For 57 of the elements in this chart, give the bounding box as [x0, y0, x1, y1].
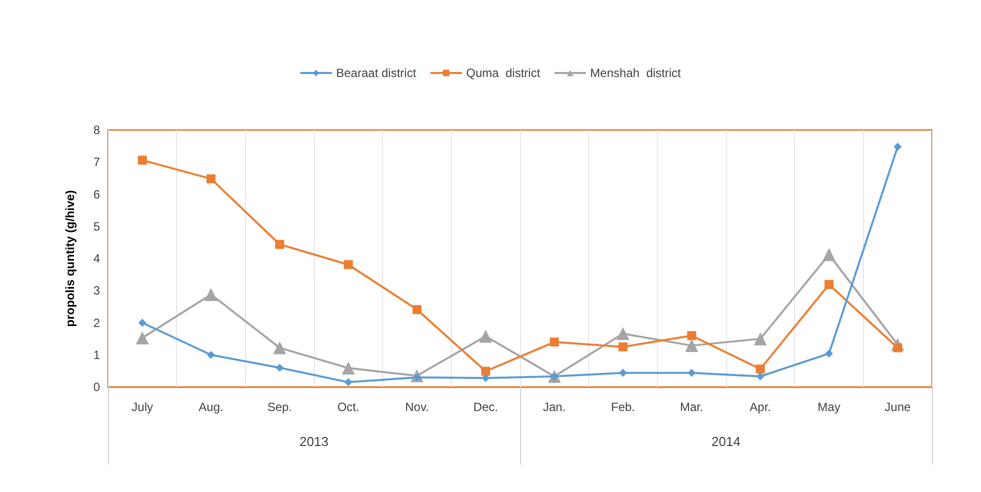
x-tick-label: Mar.: [680, 400, 704, 414]
x-tick-label: Apr.: [750, 400, 772, 414]
point: [273, 341, 286, 354]
x-tick-label: May: [818, 400, 840, 414]
text: 2014: [712, 434, 740, 449]
point: [825, 350, 833, 358]
x-tick-label: Dec.: [473, 400, 498, 414]
point: [276, 364, 284, 372]
y-tick-label: 6: [93, 187, 100, 202]
point: [344, 260, 353, 270]
x-tick-label: Sep.: [267, 400, 292, 414]
legend-label: Quma district: [466, 66, 541, 80]
text: 2013: [300, 434, 328, 449]
point: [618, 342, 628, 352]
point: [481, 366, 490, 376]
x-tick-label: Jan.: [542, 400, 566, 414]
point: [756, 372, 764, 380]
point: [894, 142, 902, 151]
point: [688, 368, 696, 377]
point: [687, 331, 696, 340]
point: [550, 338, 559, 347]
point: [754, 332, 767, 346]
point: [479, 330, 492, 343]
point: [619, 368, 627, 377]
y-tick-label: 3: [93, 284, 100, 298]
legend-label: Menshah district: [590, 66, 682, 80]
point: [138, 318, 146, 327]
y-tick-label: 8: [93, 123, 100, 137]
y-axis-title: propolis quntity (g/hive): [63, 190, 77, 327]
y-tick-label: 0: [93, 380, 100, 394]
x-tick-label: Nov.: [405, 400, 429, 414]
y-tick-label: 7: [93, 155, 100, 170]
point: [616, 327, 630, 340]
y-tick-label: 2: [93, 316, 100, 330]
y-tick-label: 5: [93, 219, 100, 234]
y-tick-label: 1: [93, 348, 100, 362]
point: [206, 174, 216, 184]
point: [685, 339, 698, 352]
legend-label: Bearaat district: [336, 66, 417, 80]
point: [204, 288, 218, 301]
point: [136, 331, 149, 344]
point: [342, 362, 355, 375]
point: [482, 374, 490, 382]
x-tick-label: Oct.: [337, 400, 360, 414]
point: [756, 364, 765, 374]
point: [824, 280, 834, 290]
point: [138, 156, 147, 165]
point: [207, 350, 215, 359]
point: [344, 378, 352, 386]
point: [412, 305, 422, 314]
x-tick-label: July: [132, 400, 154, 414]
point: [822, 248, 836, 262]
x-tick-label: June: [884, 400, 911, 414]
point: [275, 240, 284, 249]
y-tick-label: 4: [93, 252, 100, 266]
x-tick-label: Aug.: [198, 400, 224, 414]
x-tick-label: Feb.: [610, 400, 636, 414]
